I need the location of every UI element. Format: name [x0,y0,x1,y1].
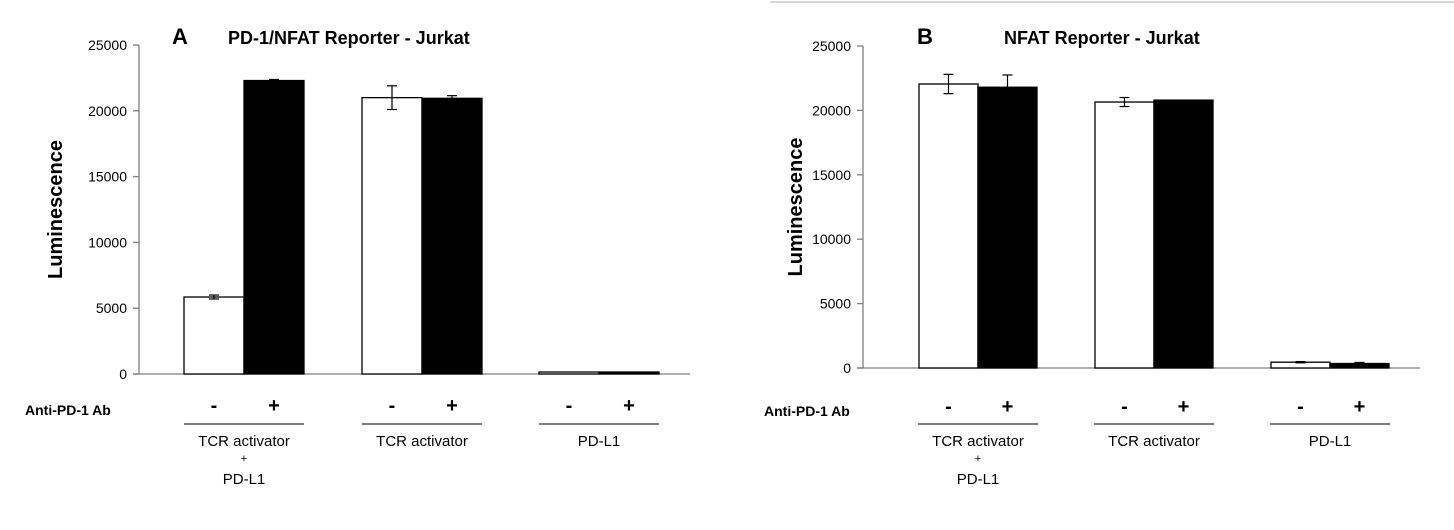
condition-label: PD-L1 [223,471,266,488]
bar-plus [977,86,1038,369]
bar-plus [421,97,483,375]
y-axis-label: Luminescence [785,138,807,277]
condition-label: PD-L1 [1309,433,1352,450]
treatment-minus-sign: - [211,395,218,417]
condition-label: TCR activator [198,433,290,450]
treatment-minus-sign: - [1121,396,1128,418]
chart-title: NFAT Reporter - Jurkat [1004,28,1200,48]
bar-plus [1153,99,1214,369]
treatment-plus-sign: + [446,395,458,417]
y-tick-label: 15000 [88,169,127,185]
bar-minus [1094,101,1155,369]
panel-letter: A [172,24,188,49]
bar-minus [538,371,600,375]
condition-label: + [975,453,981,465]
y-tick-label: 10000 [88,234,127,250]
y-axis-label: Luminescence [45,140,67,279]
condition-label: TCR activator [376,433,468,450]
treatment-plus-sign: + [268,395,280,417]
treatment-minus-sign: - [389,395,396,417]
y-tick-label: 0 [119,366,127,382]
panel-a: A PD-1/NFAT Reporter - Jurkat 0 5000 10000 15… [25,24,690,488]
y-tick-label: 25000 [88,37,127,53]
condition-label: PD-L1 [578,433,621,450]
y-tick-label: 25000 [812,38,851,54]
y-tick-label: 20000 [88,103,127,119]
panel-b: B NFAT Reporter - Jurkat 0 5000 10000 15000 20… [764,24,1420,488]
y-tick-label: 10000 [812,231,851,247]
condition-label: PD-L1 [957,471,1000,488]
bar-minus [183,296,245,375]
y-tick-label: 20000 [812,102,851,118]
treatment-row-label: Anti-PD-1 Ab [25,402,111,418]
y-tick-label: 5000 [96,300,127,316]
y-tick-label: 5000 [820,296,851,312]
bar-minus [918,83,979,369]
bar-plus [243,79,305,375]
treatment-plus-sign: + [1002,396,1014,418]
bar-minus [361,96,423,375]
panel-letter: B [917,24,933,49]
condition-label: + [241,453,247,465]
treatment-row-label: Anti-PD-1 Ab [764,403,850,419]
treatment-minus-sign: - [566,395,573,417]
condition-label: TCR activator [1108,433,1200,450]
treatment-plus-sign: + [1354,396,1366,418]
treatment-minus-sign: - [1297,396,1304,418]
condition-label: TCR activator [932,433,1024,450]
bar-plus [598,371,660,375]
y-tick-label: 0 [843,360,851,376]
treatment-plus-sign: + [1178,396,1190,418]
treatment-minus-sign: - [945,396,952,418]
y-tick-label: 15000 [812,167,851,183]
chart-title: PD-1/NFAT Reporter - Jurkat [228,28,470,48]
treatment-plus-sign: + [623,395,635,417]
